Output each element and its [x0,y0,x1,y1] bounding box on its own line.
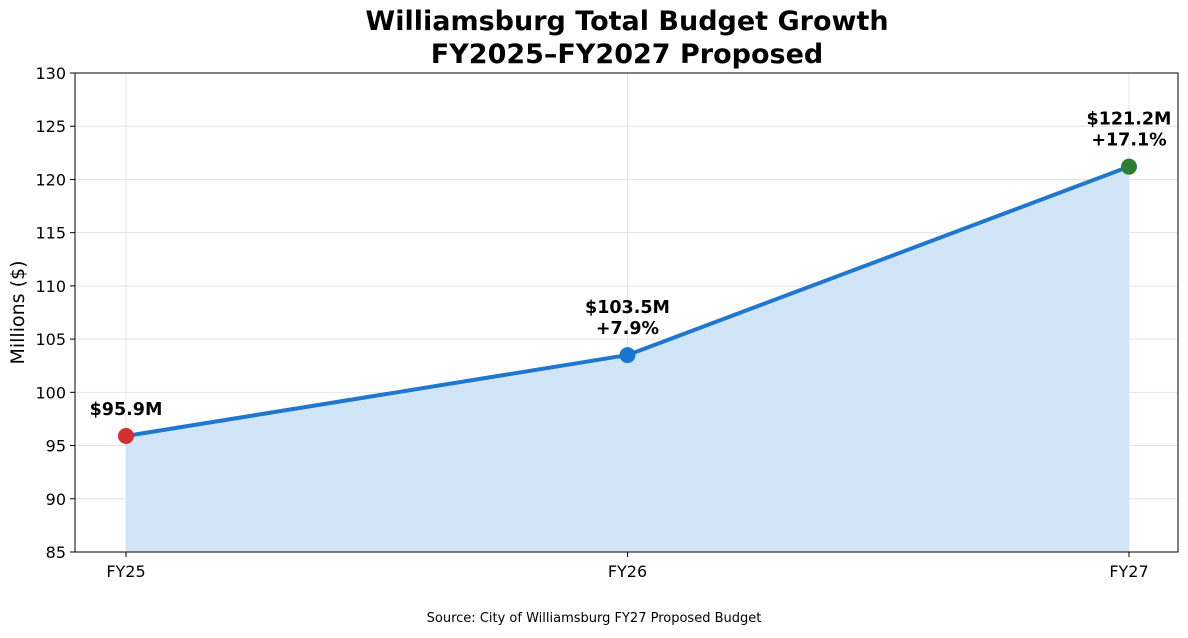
data-label-fy27: $121.2M [1087,110,1172,130]
y-tick-label: 110 [35,277,66,296]
axis-ticks: 85 90 95 100 105 110 115 120 125 130 FY25 FY26 FY27 [35,64,1148,581]
x-tick-label: FY25 [106,562,145,581]
y-tick-label: 130 [35,64,66,83]
data-label-fy26: $103.5M [585,298,670,318]
plot-frame [74,72,1179,553]
x-tick-label: FY27 [1109,562,1148,581]
chart-title-line-1: Williamsburg Total Budget Growth [365,6,889,37]
chart-title: Williamsburg Total Budget Growth FY2025–… [0,5,1188,71]
data-point-fy25 [118,427,134,444]
y-tick-label: 85 [46,543,66,562]
data-point-fy27 [1121,158,1137,175]
data-label-fy26: +7.9% [596,319,659,339]
data-labels: $95.9M $103.5M+7.9% $121.2M+17.1% [90,110,1172,420]
data-points [118,158,1137,444]
data-label-fy25: $95.9M [90,400,163,420]
y-tick-label: 115 [35,224,66,243]
y-tick-label: 105 [35,330,66,349]
y-tick-label: 100 [35,383,66,402]
budget-growth-chart: $95.9M $103.5M+7.9% $121.2M+17.1% 85 90 95 10… [7,64,1179,581]
chart-title-line-2: FY2025–FY2027 Proposed [430,39,824,70]
y-tick-label: 125 [35,117,66,136]
y-tick-label: 95 [46,437,66,456]
x-tick-label: FY26 [608,562,647,581]
y-tick-label: 90 [46,490,66,509]
source-note: Source: City of Williamsburg FY27 Propos… [426,611,762,626]
y-axis-label: Millions ($) [7,260,29,364]
data-point-fy26 [619,347,636,364]
y-tick-label: 120 [35,170,66,189]
data-label-fy27: +17.1% [1091,131,1166,151]
